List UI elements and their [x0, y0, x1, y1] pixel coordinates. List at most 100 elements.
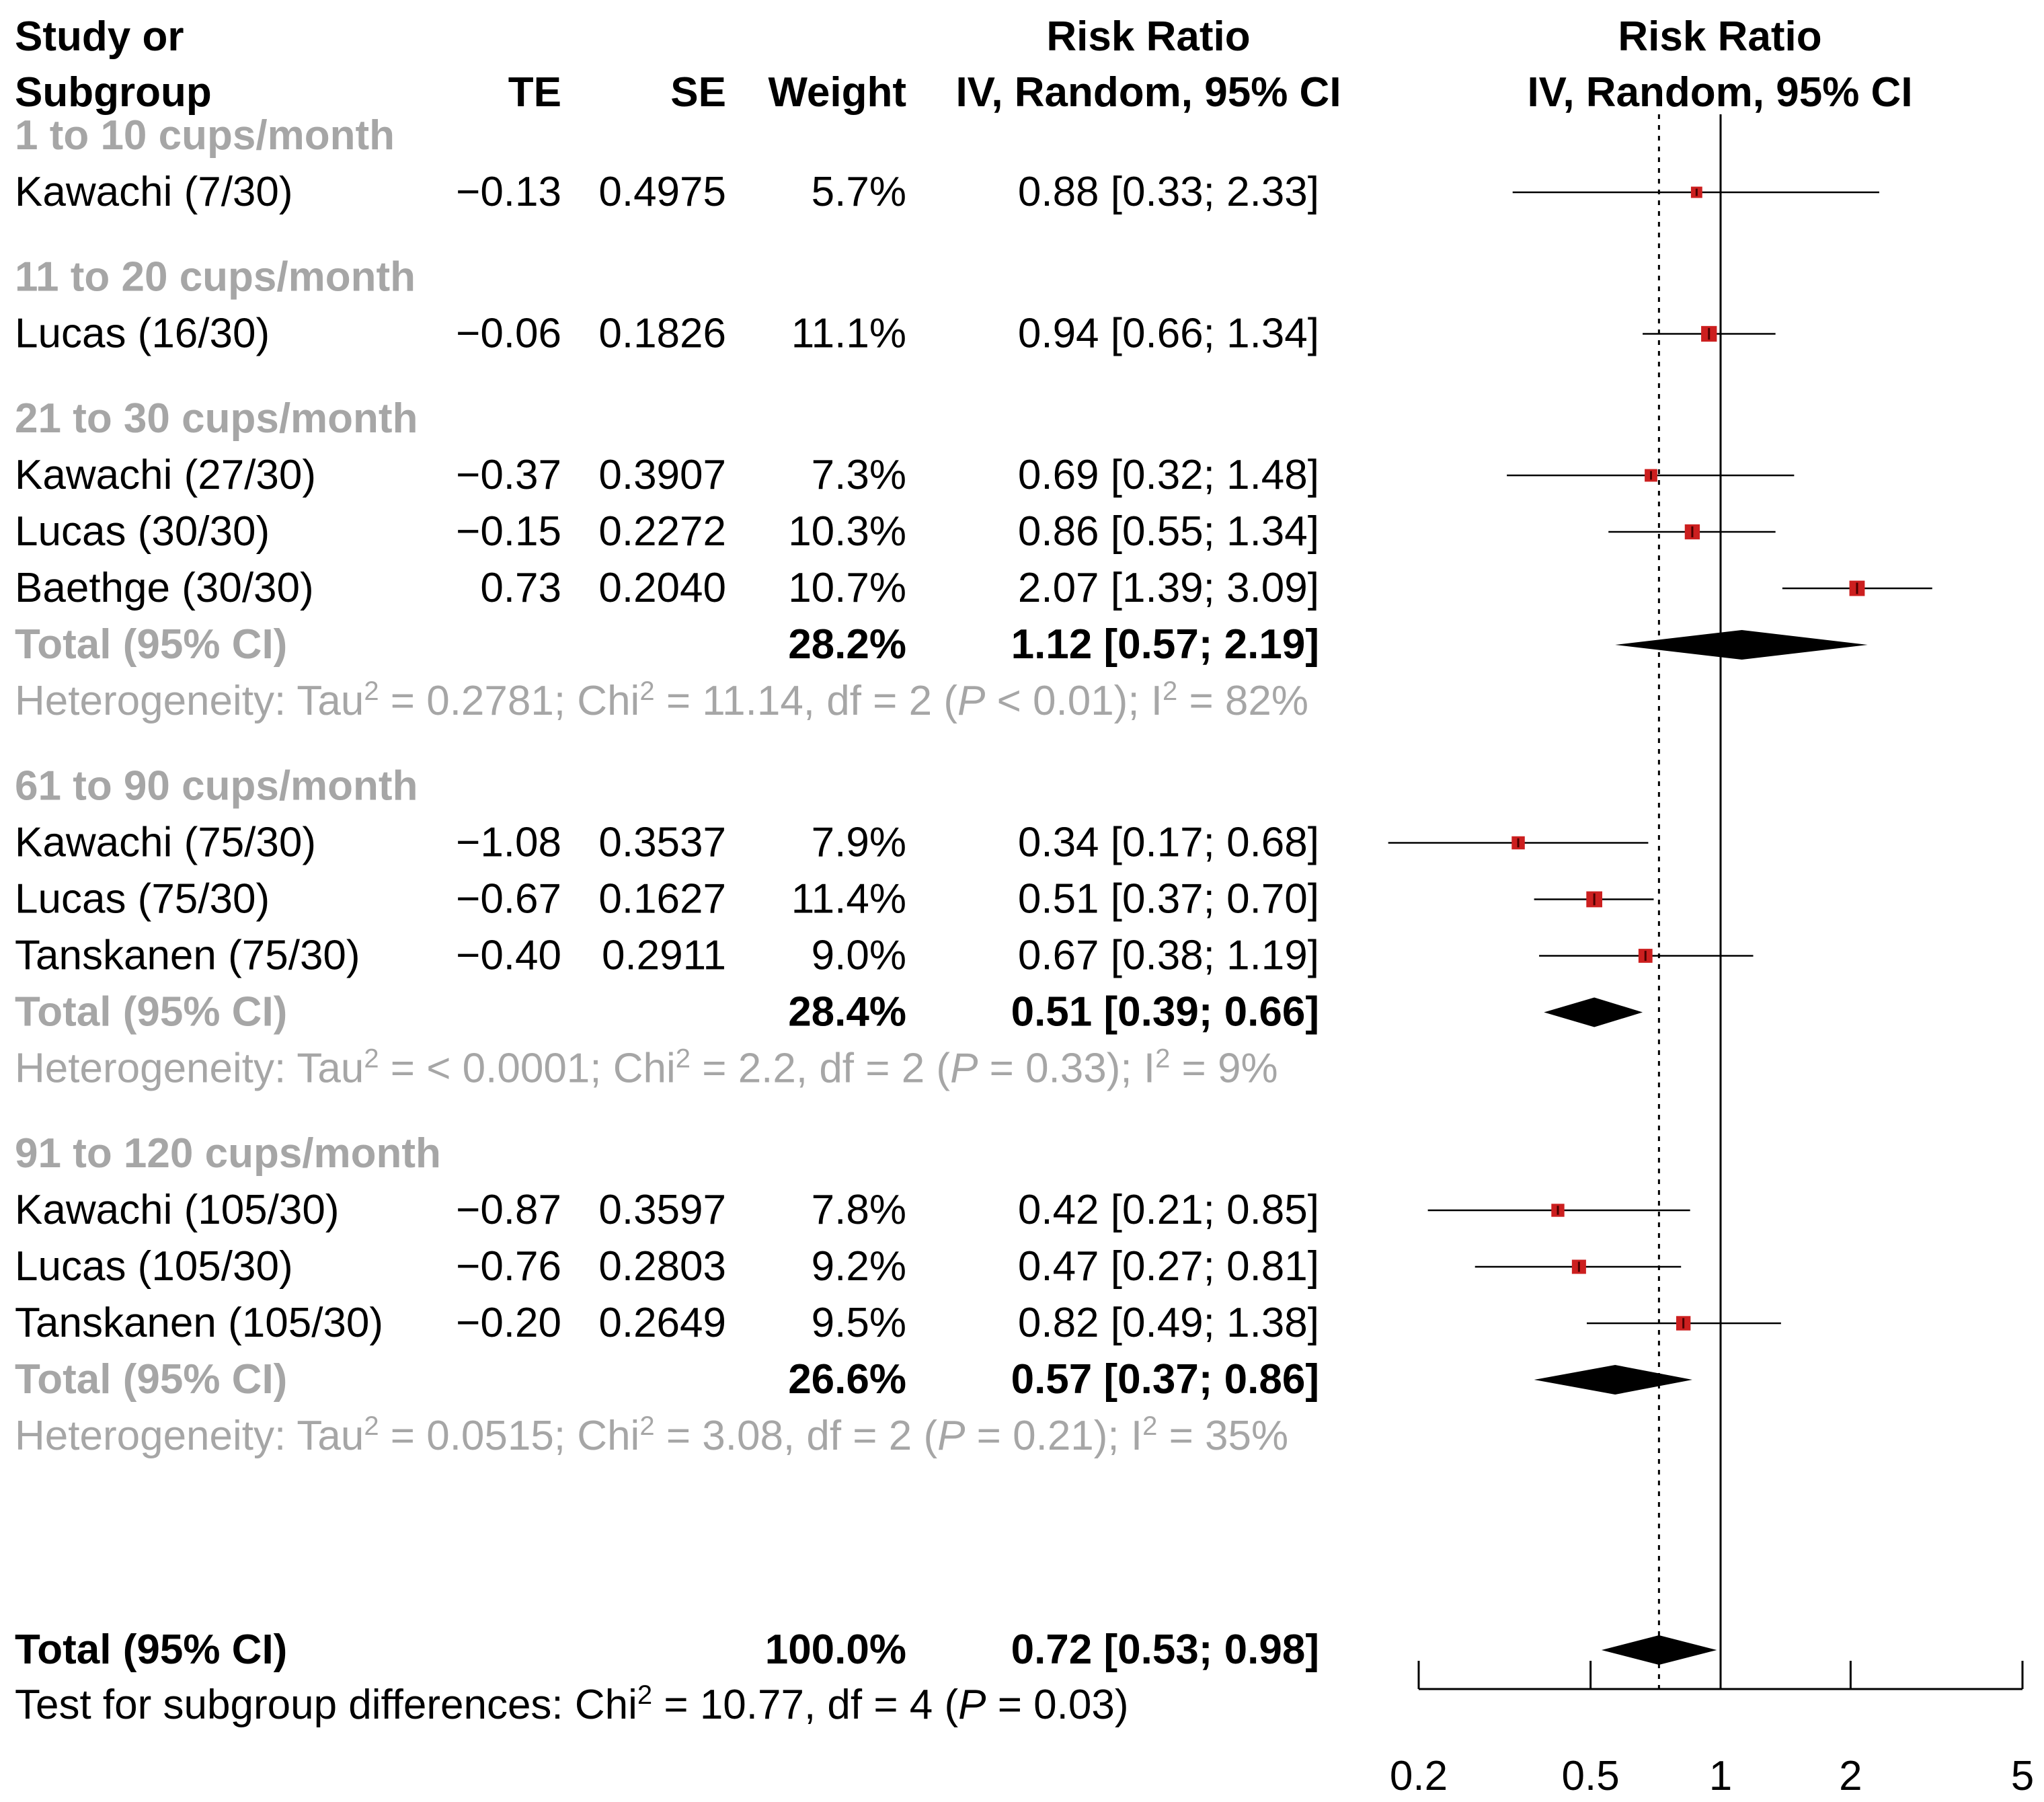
study-se: 0.3907 [598, 452, 726, 498]
header-study: Study or [15, 13, 184, 60]
subgroup-test-text: Test for subgroup differences: Chi2 = 10… [15, 1680, 1129, 1728]
header-subgroup: Subgroup [15, 69, 212, 116]
heterogeneity-text: Heterogeneity: Tau2 = 0.0515; Chi2 = 3.0… [15, 1411, 1288, 1459]
study-risk-ratio: 2.07 [1.39; 3.09] [1018, 565, 1319, 611]
study-weight: 7.9% [812, 820, 906, 866]
x-axis-tick-label: 1 [1709, 1753, 1732, 1799]
study-weight: 9.2% [812, 1243, 906, 1290]
heterogeneity-text: Heterogeneity: Tau2 = < 0.0001; Chi2 = 2… [15, 1044, 1278, 1092]
study-risk-ratio: 0.86 [0.55; 1.34] [1018, 508, 1319, 555]
study-risk-ratio: 0.67 [0.38; 1.19] [1018, 933, 1319, 979]
study-se: 0.4975 [598, 169, 726, 215]
study-te: −0.87 [456, 1187, 561, 1233]
study-name: Lucas (75/30) [15, 876, 270, 923]
study-risk-ratio: 0.94 [0.66; 1.34] [1018, 311, 1319, 357]
subgroup-label: 1 to 10 cups/month [15, 112, 395, 159]
study-se: 0.1826 [598, 311, 726, 357]
study-name: Kawachi (75/30) [15, 820, 316, 866]
subgroup-total-label: Total (95% CI) [15, 1356, 287, 1403]
header-se: SE [670, 69, 726, 116]
heterogeneity-text: Heterogeneity: Tau2 = 0.2781; Chi2 = 11.… [15, 676, 1308, 724]
study-te: −1.08 [456, 820, 561, 866]
x-axis-tick-label: 0.5 [1562, 1753, 1620, 1799]
x-axis-tick-label: 2 [1839, 1753, 1862, 1799]
overall-total-label: Total (95% CI) [15, 1627, 287, 1673]
header-risk-ratio-method: IV, Random, 95% CI [955, 69, 1341, 116]
subgroup-total-diamond [1615, 630, 1868, 660]
subgroup-total-label: Total (95% CI) [15, 989, 287, 1035]
subgroup-total-diamond [1534, 1365, 1692, 1395]
subgroup-total-risk-ratio: 0.57 [0.37; 0.86] [1011, 1356, 1319, 1403]
study-se: 0.3597 [598, 1187, 726, 1233]
study-name: Lucas (30/30) [15, 508, 270, 555]
study-weight: 10.3% [788, 508, 906, 555]
overall-total-risk-ratio: 0.72 [0.53; 0.98] [1011, 1627, 1319, 1673]
study-se: 0.3537 [598, 820, 726, 866]
study-risk-ratio: 0.88 [0.33; 2.33] [1018, 169, 1319, 215]
subgroup-label: 21 to 30 cups/month [15, 395, 418, 442]
subgroup-total-label: Total (95% CI) [15, 621, 287, 668]
study-te: −0.76 [456, 1243, 561, 1290]
study-weight: 5.7% [812, 169, 906, 215]
study-weight: 9.0% [812, 933, 906, 979]
study-risk-ratio: 0.82 [0.49; 1.38] [1018, 1300, 1319, 1346]
study-name: Kawachi (27/30) [15, 452, 316, 498]
subgroup-label: 61 to 90 cups/month [15, 763, 418, 810]
study-risk-ratio: 0.69 [0.32; 1.48] [1018, 452, 1319, 498]
column-headers: Study or Subgroup TE SE Weight Risk Rati… [15, 13, 1913, 116]
study-risk-ratio: 0.47 [0.27; 0.81] [1018, 1243, 1319, 1290]
study-se: 0.2911 [602, 933, 726, 979]
plot-title: Risk Ratio [1618, 13, 1821, 60]
subgroup-label: 11 to 20 cups/month [15, 254, 416, 301]
study-risk-ratio: 0.42 [0.21; 0.85] [1018, 1187, 1319, 1233]
study-weight: 11.4% [791, 876, 906, 923]
study-weight: 9.5% [812, 1300, 906, 1346]
study-weight: 7.3% [812, 452, 906, 498]
study-te: −0.13 [456, 169, 561, 215]
header-risk-ratio: Risk Ratio [1046, 13, 1250, 60]
overall-total-diamond [1601, 1635, 1717, 1665]
subgroup-total-weight: 26.6% [788, 1356, 906, 1403]
study-se: 0.2803 [598, 1243, 726, 1290]
study-name: Lucas (105/30) [15, 1243, 293, 1290]
study-weight: 7.8% [812, 1187, 906, 1233]
x-axis-tick-label: 5 [2011, 1753, 2034, 1799]
overall-row: Total (95% CI) 100.0% 0.72 [0.53; 0.98] [15, 1627, 1717, 1673]
study-te: −0.37 [456, 452, 561, 498]
study-te: −0.15 [456, 508, 561, 555]
overall-total-weight: 100.0% [765, 1627, 906, 1673]
study-risk-ratio: 0.34 [0.17; 0.68] [1018, 820, 1319, 866]
study-se: 0.1627 [598, 876, 726, 923]
subgroup-total-diamond [1544, 997, 1643, 1027]
study-se: 0.2272 [598, 508, 726, 555]
x-axis-tick-label: 0.2 [1390, 1753, 1448, 1799]
plot-title-method: IV, Random, 95% CI [1527, 69, 1912, 116]
subgroup-total-risk-ratio: 1.12 [0.57; 2.19] [1011, 621, 1319, 668]
study-se: 0.2040 [598, 565, 726, 611]
study-name: Tanskanen (105/30) [15, 1300, 383, 1346]
study-te: −0.67 [456, 876, 561, 923]
study-name: Kawachi (105/30) [15, 1187, 340, 1233]
study-te: −0.20 [456, 1300, 561, 1346]
study-risk-ratio: 0.51 [0.37; 0.70] [1018, 876, 1319, 923]
study-name: Kawachi (7/30) [15, 169, 293, 215]
study-name: Tanskanen (75/30) [15, 933, 360, 979]
subgroup-test: Test for subgroup differences: Chi2 = 10… [15, 1680, 1129, 1728]
study-te: −0.06 [456, 311, 561, 357]
header-te: TE [508, 69, 561, 116]
subgroup-total-risk-ratio: 0.51 [0.39; 0.66] [1011, 989, 1319, 1035]
x-axis: 0.2 0.5 1 2 5 [1390, 1661, 2034, 1799]
study-name: Lucas (16/30) [15, 311, 270, 357]
study-se: 0.2649 [598, 1300, 726, 1346]
header-weight: Weight [769, 69, 907, 116]
study-te: −0.40 [456, 933, 561, 979]
forest-rows: 1 to 10 cups/month Kawachi (7/30) −0.13 0.4… [15, 112, 1932, 1459]
study-te: 0.73 [480, 565, 561, 611]
study-weight: 10.7% [788, 565, 906, 611]
study-weight: 11.1% [791, 311, 906, 357]
subgroup-total-weight: 28.4% [788, 989, 906, 1035]
subgroup-label: 91 to 120 cups/month [15, 1130, 441, 1177]
subgroup-total-weight: 28.2% [788, 621, 906, 668]
study-name: Baethge (30/30) [15, 565, 314, 611]
